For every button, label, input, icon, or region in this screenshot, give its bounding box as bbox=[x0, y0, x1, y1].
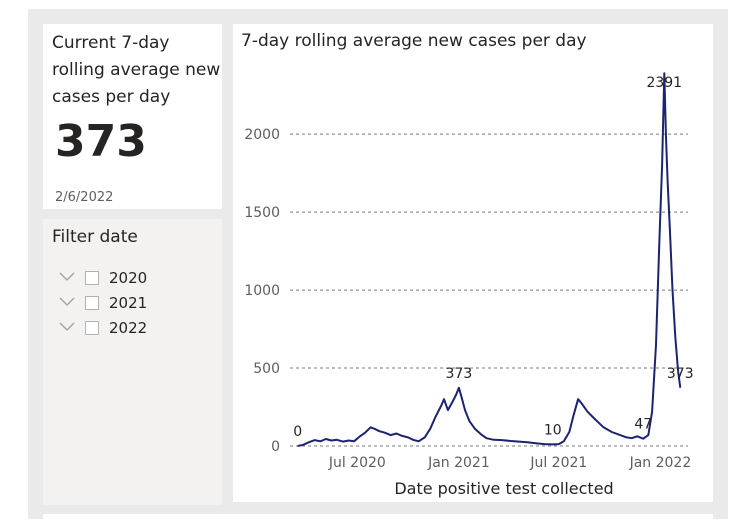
data-label: 10 bbox=[544, 422, 562, 438]
chevron-down-icon[interactable] bbox=[59, 270, 75, 282]
x-tick-label: Jan 2021 bbox=[427, 455, 490, 471]
y-tick-label: 1500 bbox=[244, 205, 280, 221]
data-label: 47 bbox=[634, 417, 652, 433]
filter-title: Filter date bbox=[52, 227, 138, 247]
data-label: 0 bbox=[293, 424, 302, 440]
chevron-down-icon[interactable] bbox=[59, 295, 75, 307]
data-label: 2391 bbox=[646, 75, 682, 91]
filter-item-label: 2022 bbox=[109, 319, 148, 337]
report-canvas: Current 7-day rolling average new cases … bbox=[28, 9, 728, 522]
x-tick-label: Jan 2022 bbox=[629, 455, 692, 471]
y-tick-label: 1000 bbox=[244, 283, 280, 299]
chart-title: 7-day rolling average new cases per day bbox=[241, 31, 587, 51]
line-chart: 0 500 1000 1500 2000 Jul 2020 Jan 2021 Jul 2021… bbox=[244, 72, 694, 498]
x-axis-label: Date positive test collected bbox=[394, 479, 613, 498]
y-tick-label: 0 bbox=[271, 439, 280, 455]
kpi-card: Current 7-day rolling average new cases … bbox=[43, 24, 222, 209]
y-tick-label: 500 bbox=[253, 361, 280, 377]
filter-item-label: 2021 bbox=[109, 294, 148, 312]
filter-checkbox[interactable] bbox=[85, 271, 99, 285]
y-tick-label: 2000 bbox=[244, 127, 280, 143]
next-visual-edge bbox=[43, 514, 713, 522]
data-label: 373 bbox=[446, 366, 473, 382]
line-chart-card: 7-day rolling average new cases per day … bbox=[233, 24, 713, 502]
filter-date-slicer: Filter date 2020 2021 2022 bbox=[43, 219, 222, 505]
kpi-date: 2/6/2022 bbox=[55, 190, 114, 205]
x-tick-label: Jul 2021 bbox=[529, 455, 587, 471]
filter-checkbox[interactable] bbox=[85, 321, 99, 335]
filter-item-label: 2020 bbox=[109, 269, 148, 287]
kpi-value: 373 bbox=[55, 116, 147, 167]
x-tick-label: Jul 2020 bbox=[328, 455, 386, 471]
filter-checkbox[interactable] bbox=[85, 296, 99, 310]
chevron-down-icon[interactable] bbox=[59, 320, 75, 332]
series-line bbox=[297, 72, 682, 447]
data-label: 373 bbox=[667, 366, 694, 382]
kpi-title: Current 7-day rolling average new cases … bbox=[52, 33, 221, 107]
